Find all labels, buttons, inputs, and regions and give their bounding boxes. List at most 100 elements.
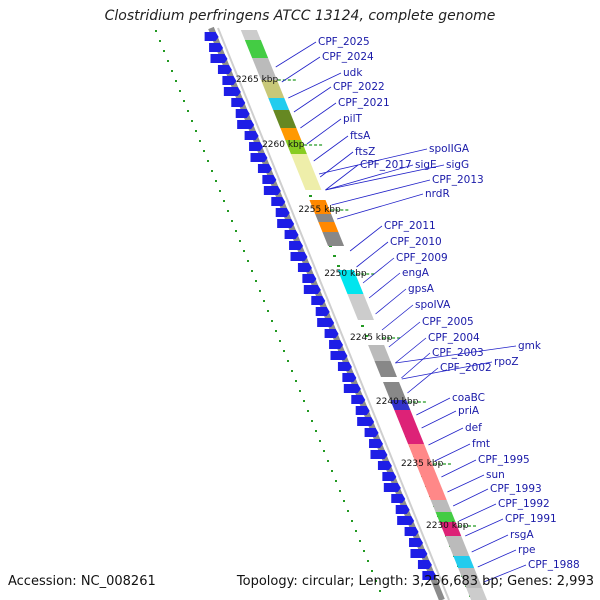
gene-leader-line <box>441 459 477 478</box>
gc-dot <box>367 560 369 562</box>
gc-dot <box>231 220 233 222</box>
gene-leader-line <box>300 102 337 129</box>
gene-label: CPF_1991 <box>505 513 557 525</box>
gc-dot <box>295 380 297 382</box>
gene-label: CPF_2005 <box>422 316 474 328</box>
gene-arrow-track <box>204 32 437 580</box>
gene-arrow <box>377 461 392 470</box>
gene-arrow <box>337 362 352 371</box>
cog-band-segment <box>268 98 290 110</box>
cog-band-segment <box>453 556 475 568</box>
cog-band-segment <box>390 400 411 410</box>
gc-dot <box>175 80 177 82</box>
gc-dot <box>243 250 245 252</box>
gc-dot <box>271 320 273 322</box>
kbp-scale: 2265 kbp 2260 kbp 2255 kbp 2250 kbp 2245 kbp… <box>236 75 476 531</box>
gene-label: CPF_2011 <box>384 220 436 232</box>
cog-band-segment <box>458 568 483 588</box>
gc-dot <box>303 400 305 402</box>
gene-arrow <box>303 285 321 294</box>
gc-dot <box>263 300 265 302</box>
gc-dot <box>235 230 237 232</box>
kbp-label: 2265 kbp <box>236 75 279 85</box>
gene-leader-line <box>401 352 431 379</box>
gene-leader-line <box>356 241 389 268</box>
gc-dot <box>331 470 333 472</box>
cog-band-segment <box>439 522 462 536</box>
gc-dot <box>227 210 229 212</box>
gene-label: pilT <box>343 113 362 125</box>
kbp-label: 2235 kbp <box>401 459 444 469</box>
gene-leader-line <box>421 410 457 429</box>
gc-dot <box>379 590 381 592</box>
gene-arrow <box>357 417 375 426</box>
gene-leader-line <box>395 337 427 364</box>
gc-skew-dot <box>309 195 312 197</box>
gene-label: rpoZ <box>494 356 519 368</box>
cog-band-segment <box>374 361 397 377</box>
gc-dot <box>255 280 257 282</box>
gene-leader-line <box>325 164 414 191</box>
gc-dot <box>207 160 209 162</box>
gc-dot <box>323 450 325 452</box>
gene-arrow <box>249 142 264 151</box>
cog-band-segment <box>261 80 285 98</box>
gene-arrow <box>231 98 246 107</box>
gc-dot <box>363 550 365 552</box>
gene-leader-line <box>325 164 445 191</box>
gene-leader-line <box>395 345 517 364</box>
gene-label: gmk <box>518 340 542 352</box>
gc-dot <box>195 130 197 132</box>
gene-arrow <box>244 131 259 140</box>
gene-leader-line <box>459 503 497 522</box>
gene-label: rpe <box>518 544 535 556</box>
cog-band-segment <box>252 58 278 80</box>
cog-band-segment <box>368 345 391 361</box>
cog-band-segment <box>315 214 335 222</box>
cog-band-segment <box>337 270 364 294</box>
gene-label: CPF_2002 <box>440 362 492 374</box>
gc-dot <box>351 520 353 522</box>
gene-arrow <box>397 516 415 525</box>
gene-arrow <box>417 560 432 569</box>
gc-skew-track <box>155 30 472 597</box>
gc-dot <box>275 330 277 332</box>
gene-leader-line <box>381 304 414 331</box>
gene-leader-line <box>318 148 428 175</box>
gene-arrow <box>369 439 384 448</box>
gene-label: CPF_1993 <box>490 483 542 495</box>
gc-dot <box>171 70 173 72</box>
cog-band-segment <box>240 30 261 40</box>
gene-label: spoIIGA <box>429 143 470 155</box>
gene-arrow <box>217 65 232 74</box>
gc-dot <box>287 360 289 362</box>
gene-arrow <box>364 428 379 437</box>
cog-band-segment <box>322 232 345 246</box>
gene-label: CPF_2025 <box>318 36 370 48</box>
gene-leader-line <box>288 72 342 99</box>
gene-leader-line <box>368 272 401 299</box>
gene-leader-line <box>401 361 493 380</box>
cog-band-segment <box>290 154 322 190</box>
cog-band-segment <box>401 428 425 444</box>
gene-leader-line <box>319 151 354 178</box>
backbone-line-inner <box>217 27 450 600</box>
gene-arrow <box>422 571 437 580</box>
cog-band-segment <box>408 444 429 456</box>
gene-leader-line <box>407 367 439 394</box>
cog-color-track <box>240 30 488 600</box>
gene-label: udk <box>343 67 363 79</box>
gc-dot <box>167 60 169 62</box>
gene-leader-line <box>325 164 359 191</box>
gene-arrow <box>311 296 326 305</box>
gc-skew-dot <box>365 335 368 337</box>
gc-dot <box>219 190 221 192</box>
gc-dot <box>335 480 337 482</box>
gene-leader-line <box>362 257 395 284</box>
gene-label: CPF_2004 <box>428 332 480 344</box>
gene-arrow <box>222 76 237 85</box>
cog-band-segment <box>420 476 447 500</box>
gc-dot <box>267 310 269 312</box>
gene-arrow <box>235 109 250 118</box>
